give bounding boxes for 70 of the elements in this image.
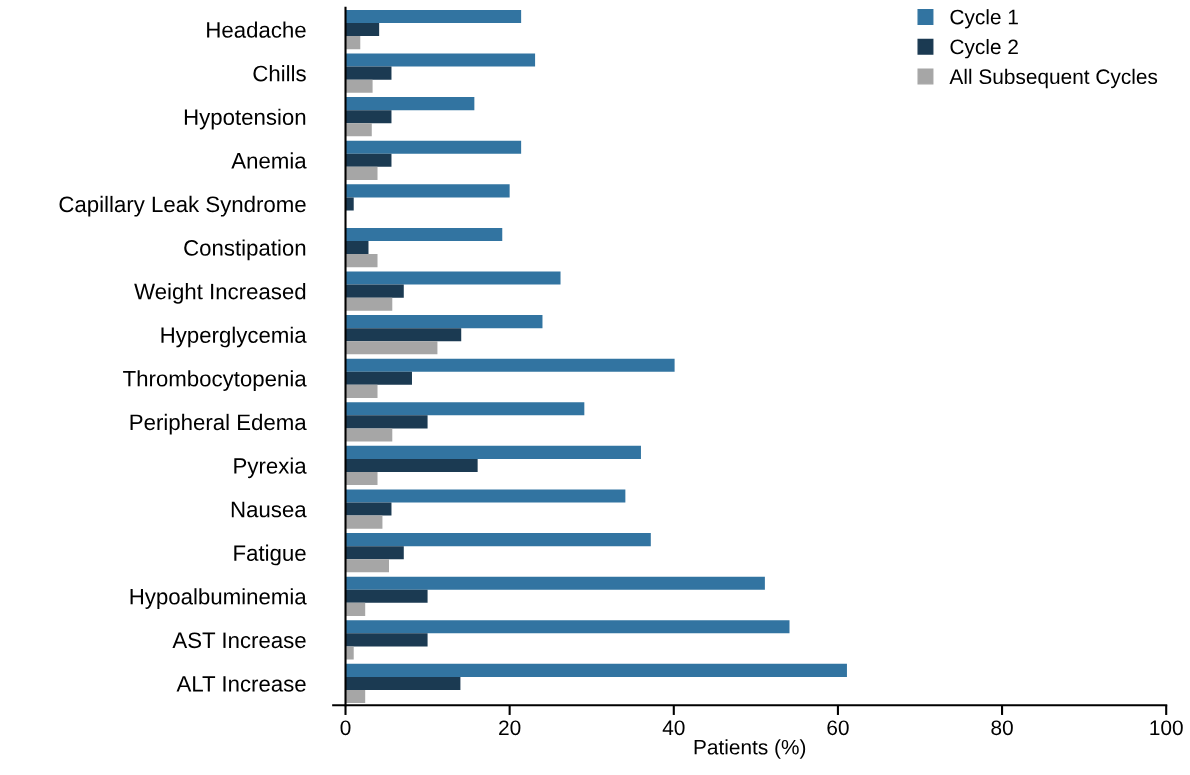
bar [345,358,675,372]
y-tick-label: Weight Increased [134,283,306,304]
bar [345,184,510,198]
bar [345,23,380,37]
bar [345,415,428,429]
y-tick-label: Peripheral Edema [130,413,307,435]
bar [345,559,390,573]
bar [345,384,378,398]
bar [345,502,392,516]
bar [345,445,641,459]
bar [345,271,561,285]
bar [345,676,461,690]
legend-label: Cycle 2 [950,38,1018,59]
bar [345,458,478,473]
bar [345,66,392,80]
bar [345,402,585,416]
x-tick-label: 80 [991,720,1013,736]
bar [345,97,475,111]
bar [345,546,404,560]
x-tick-label: 60 [827,720,849,736]
bar [345,533,651,547]
bar [345,110,392,124]
bar [345,140,522,154]
bar [345,341,438,355]
y-tick-label: ALT Increase [176,676,306,692]
bar [345,489,626,503]
x-tick-label: 0 [340,720,351,736]
bar [345,79,373,93]
y-tick-label: Constipation [184,239,306,261]
bar [345,53,536,67]
y-tick-label: AST Increase [172,632,306,649]
bar [345,576,765,590]
bar [345,663,847,677]
bar [345,602,366,616]
bar [345,254,378,268]
bar [345,297,393,311]
y-tick-label: Pyrexia [234,457,307,479]
bar [345,328,462,342]
y-tick-label: Hyperglycemia [161,326,307,348]
bar [345,589,428,603]
bar [345,284,404,298]
y-tick-label: Headache [207,21,306,38]
bar [345,472,378,486]
bar [345,9,522,24]
y-tick-label: Capillary Leak Syndrome [59,195,306,217]
legend-label: All Subsequent Cycles [949,68,1158,89]
legend-label: Cycle 1 [950,9,1018,29]
bar [345,315,543,329]
bar [345,689,366,704]
y-tick-label: Thrombocytopenia [123,370,307,391]
y-tick-label: Hypoalbuminemia [130,588,307,609]
bar [345,123,372,137]
x-tick-label: 100 [1150,720,1183,736]
bar [345,620,790,634]
bar [345,166,378,180]
x-tick-label: 40 [662,720,685,736]
bar [345,153,392,167]
x-axis-title: Patients (%) [694,739,806,759]
bar [345,240,369,255]
bar [345,633,428,647]
y-tick-label: Anemia [231,152,307,169]
bar [345,428,393,442]
x-tick-label: 20 [499,720,521,736]
bar [345,515,383,529]
bar [345,371,412,385]
y-tick-label: Nausea [231,501,307,518]
y-tick-label: Fatigue [234,544,306,566]
y-tick-label: Hypotension [184,108,306,130]
y-tick-label: Chills [253,65,306,82]
bar [345,227,503,241]
